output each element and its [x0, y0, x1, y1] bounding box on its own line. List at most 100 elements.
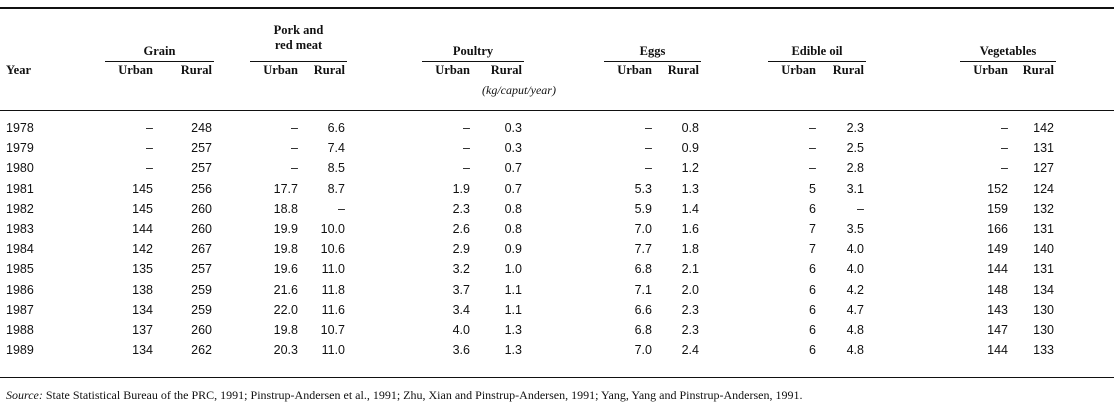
header-rule	[0, 110, 1114, 111]
value-cell: 132	[1033, 201, 1054, 216]
value-cell: 7.0	[634, 222, 652, 236]
value-cell: 21.6	[273, 282, 298, 297]
year-cell: 1984	[6, 242, 34, 257]
group-underline	[422, 61, 524, 62]
value-cell: 4.0	[846, 262, 864, 277]
value-cell: 1.3	[681, 181, 699, 196]
value-cell: 0.3	[504, 121, 522, 135]
group-header-poultry: Poultry	[452, 44, 494, 58]
value-cell: 259	[191, 302, 212, 317]
value-cell: 257	[191, 141, 212, 156]
value-cell: 7.0	[634, 343, 652, 358]
year-cell: 1981	[6, 181, 34, 196]
year-cell: 1978	[6, 121, 34, 135]
value-cell: 138	[132, 282, 153, 297]
value-cell: 7	[809, 242, 816, 257]
value-cell: 131	[1033, 222, 1054, 236]
value-cell: 8.5	[327, 161, 345, 176]
value-cell: 2.6	[452, 222, 470, 236]
value-cell: 0.8	[504, 201, 522, 216]
subheader-urban: Urban	[263, 63, 298, 77]
value-cell: 6.6	[634, 302, 652, 317]
value-cell: 3.4	[452, 302, 470, 317]
year-cell: 1987	[6, 302, 34, 317]
value-cell: 4.7	[846, 302, 864, 317]
subheader-rural: Rural	[313, 63, 345, 77]
value-cell: 1.9	[452, 181, 470, 196]
group-underline	[105, 61, 214, 62]
value-cell: 159	[987, 201, 1008, 216]
value-cell: –	[291, 121, 298, 135]
year-cell: 1989	[6, 343, 34, 358]
value-cell: 149	[987, 242, 1008, 257]
value-cell: –	[809, 121, 816, 135]
subheader-rural: Rural	[490, 63, 522, 77]
year-cell: 1980	[6, 161, 34, 176]
value-cell: 4.8	[846, 323, 864, 337]
value-cell: –	[146, 121, 153, 135]
value-cell: 130	[1033, 323, 1054, 337]
value-cell: 2.5	[846, 141, 864, 156]
value-cell: 6.6	[327, 121, 345, 135]
value-cell: 1.1	[504, 302, 522, 317]
value-cell: 11.6	[321, 302, 345, 317]
value-cell: 19.9	[273, 222, 298, 236]
value-cell: 137	[132, 323, 153, 337]
year-cell: 1982	[6, 201, 34, 216]
value-cell: 1.3	[504, 343, 522, 358]
value-cell: 1.4	[681, 201, 699, 216]
subheader-urban: Urban	[781, 63, 816, 77]
value-cell: 145	[132, 181, 153, 196]
value-cell: 7	[809, 222, 816, 236]
value-cell: –	[645, 141, 652, 156]
value-cell: 260	[191, 222, 212, 236]
value-cell: 1.1	[504, 282, 522, 297]
value-cell: 148	[987, 282, 1008, 297]
source-note: Source: State Statistical Bureau of the …	[6, 388, 802, 403]
value-cell: –	[809, 141, 816, 156]
subheader-urban: Urban	[973, 63, 1008, 77]
value-cell: 10.0	[320, 222, 345, 236]
value-cell: 0.3	[504, 141, 522, 156]
value-cell: 2.3	[681, 302, 699, 317]
value-cell: 134	[1033, 282, 1054, 297]
value-cell: 4.2	[846, 282, 864, 297]
subheader-rural: Rural	[1022, 63, 1054, 77]
group-header-vegetables: Vegetables	[979, 44, 1037, 58]
value-cell: 133	[1033, 343, 1054, 358]
value-cell: –	[463, 141, 470, 156]
value-cell: 142	[132, 242, 153, 257]
value-cell: 144	[987, 262, 1008, 277]
value-cell: 0.7	[504, 161, 522, 176]
value-cell: 257	[191, 161, 212, 176]
value-cell: 4.0	[452, 323, 470, 337]
value-cell: 124	[1033, 181, 1054, 196]
subheader-rural: Rural	[832, 63, 864, 77]
value-cell: 11.8	[321, 282, 345, 297]
subheader-urban: Urban	[118, 63, 153, 77]
value-cell: 8.7	[327, 181, 345, 196]
year-cell: 1988	[6, 323, 34, 337]
value-cell: 6	[809, 282, 816, 297]
group-underline	[960, 61, 1056, 62]
value-cell: 3.5	[846, 222, 864, 236]
value-cell: 135	[132, 262, 153, 277]
group-header-pork-red-meat: Pork and red meat	[273, 23, 324, 52]
value-cell: 2.0	[681, 282, 699, 297]
value-cell: 7.4	[327, 141, 345, 156]
value-cell: 1.3	[504, 323, 522, 337]
value-cell: 17.7	[273, 181, 298, 196]
value-cell: 166	[987, 222, 1008, 236]
value-cell: –	[809, 161, 816, 176]
value-cell: 5.3	[634, 181, 652, 196]
value-cell: –	[291, 141, 298, 156]
value-cell: 10.7	[320, 323, 345, 337]
value-cell: –	[463, 121, 470, 135]
year-cell: 1986	[6, 282, 34, 297]
value-cell: 3.6	[452, 343, 470, 358]
value-cell: 3.7	[452, 282, 470, 297]
value-cell: 11.0	[321, 262, 345, 277]
value-cell: 145	[132, 201, 153, 216]
group-underline	[250, 61, 347, 62]
value-cell: 2.3	[452, 201, 470, 216]
